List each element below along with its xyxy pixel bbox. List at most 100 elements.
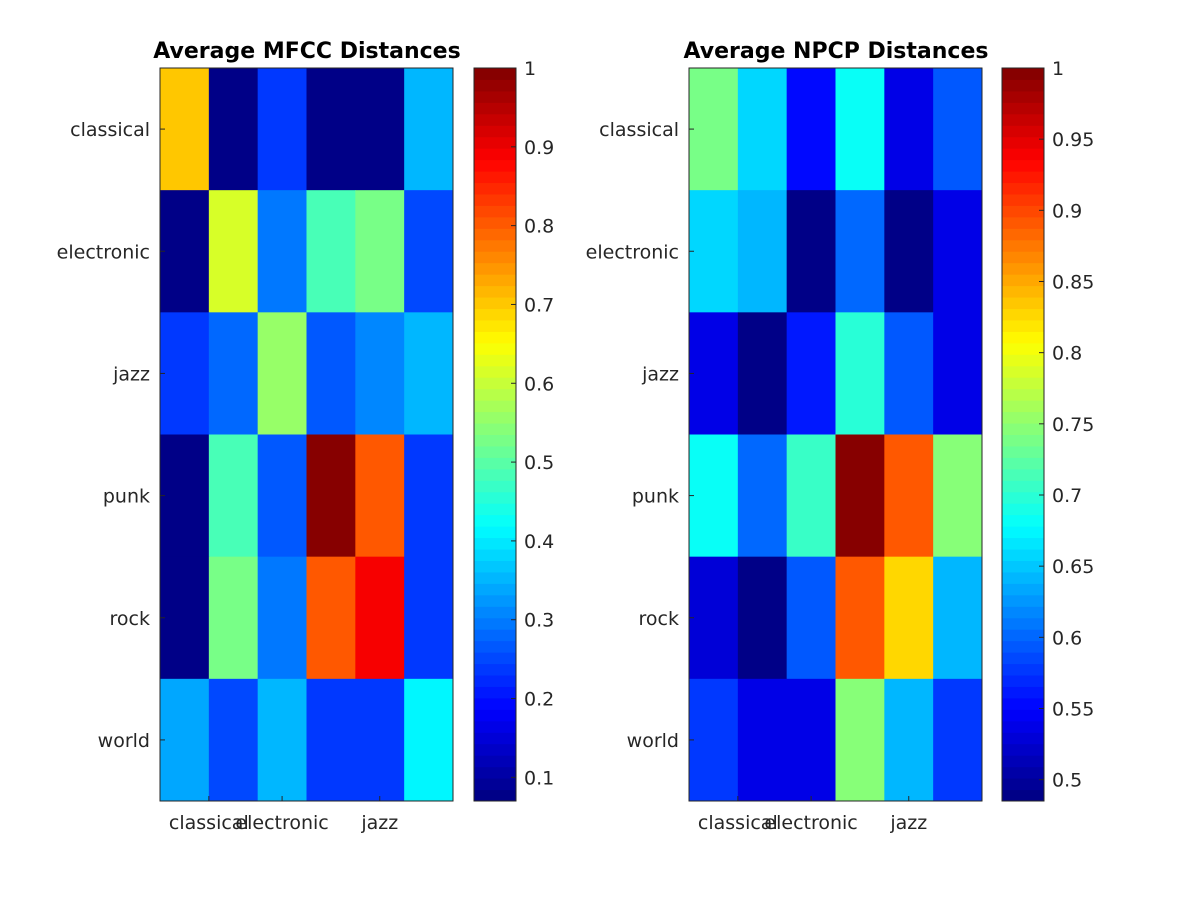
colorbar-segment xyxy=(1002,514,1044,527)
heatmap-cell xyxy=(404,312,454,435)
colorbar-segment xyxy=(474,778,516,791)
colorbar-segment xyxy=(1002,319,1044,332)
heatmap-cell xyxy=(306,190,356,313)
colorbar-segment xyxy=(1002,193,1044,206)
colorbar-frame xyxy=(1001,67,1045,802)
y-tick-label: world xyxy=(627,730,679,752)
y-tick-label: jazz xyxy=(112,363,150,385)
heatmap-cell xyxy=(404,678,454,802)
colorbar-segment xyxy=(474,297,516,310)
heatmap-cell xyxy=(689,190,739,313)
heatmap-cell xyxy=(257,312,307,435)
colorbar-segment xyxy=(474,171,516,184)
colorbar-tick-label: 0.9 xyxy=(524,137,554,159)
x-tick-label: classical xyxy=(169,812,249,834)
heatmap-cell xyxy=(355,434,405,558)
colorbar-segment xyxy=(1002,468,1044,481)
colorbar-segment xyxy=(474,617,516,630)
y-tick-label: electronic xyxy=(57,241,150,263)
colorbar-segment xyxy=(1002,629,1044,642)
colorbar-segment xyxy=(1002,216,1044,229)
colorbar-segment xyxy=(474,766,516,779)
colorbar-segment xyxy=(1002,663,1044,676)
colorbar-segment xyxy=(1002,503,1044,516)
heatmap-cell xyxy=(737,556,788,680)
colorbar-segment xyxy=(1002,377,1044,390)
heatmap-cell xyxy=(160,678,210,802)
colorbar-segment xyxy=(474,732,516,745)
colorbar-segment xyxy=(1002,285,1044,298)
colorbar-segment xyxy=(474,377,516,390)
colorbar-segment xyxy=(1002,239,1044,252)
colorbar-tick-label: 0.85 xyxy=(1052,271,1094,293)
heatmap-cell xyxy=(208,678,259,802)
heatmap-cell xyxy=(404,190,454,313)
colorbar-segment xyxy=(1002,675,1044,687)
mfcc-heatmap-panel: Average MFCC Distances classical electron… xyxy=(57,39,555,834)
colorbar-segment xyxy=(474,102,516,115)
heatmap-cell xyxy=(786,434,836,558)
colorbar-segment xyxy=(474,445,516,458)
colorbar-tick-label: 0.7 xyxy=(1052,485,1082,507)
heatmap-cell xyxy=(737,68,788,191)
colorbar-segment xyxy=(1002,297,1044,310)
npcp-chart-title: Average NPCP Distances xyxy=(684,39,989,64)
colorbar-segment xyxy=(1002,308,1044,321)
colorbar-segment xyxy=(474,216,516,229)
heatmap-cell xyxy=(306,312,356,435)
heatmap-cell xyxy=(786,312,836,435)
colorbar-segment xyxy=(474,342,516,355)
mfcc-chart-title: Average MFCC Distances xyxy=(153,39,460,64)
colorbar-tick-label: 0.5 xyxy=(1052,770,1082,792)
colorbar-segment xyxy=(474,411,516,424)
heatmap-cell xyxy=(835,678,885,802)
colorbar-segment xyxy=(1002,125,1044,138)
colorbar-segment xyxy=(474,159,516,172)
colorbar-segment xyxy=(474,743,516,756)
colorbar-segment xyxy=(1002,732,1044,745)
colorbar-segment xyxy=(474,90,516,103)
y-tick-label: jazz xyxy=(641,363,679,385)
heatmap-cell xyxy=(884,556,934,680)
colorbar-segment xyxy=(474,308,516,321)
heatmap-cell xyxy=(355,68,405,191)
y-tick-label: electronic xyxy=(586,241,679,263)
colorbar-segment xyxy=(1002,617,1044,630)
colorbar-segment xyxy=(1002,90,1044,103)
colorbar-segment xyxy=(1002,274,1044,287)
heatmap-cell xyxy=(257,190,307,313)
colorbar-tick-label: 0.3 xyxy=(524,610,554,632)
colorbar-segment xyxy=(1002,583,1044,596)
heatmap-cell xyxy=(884,312,934,435)
colorbar-segment xyxy=(474,434,516,447)
heatmap-cell xyxy=(786,556,836,680)
heatmap-cell xyxy=(737,434,788,558)
heatmap-cell xyxy=(355,190,405,313)
heatmap-cell xyxy=(933,434,983,558)
colorbar-segment xyxy=(1002,365,1044,378)
heatmap-cell xyxy=(160,556,210,680)
colorbar-segment xyxy=(1002,182,1044,195)
colorbar-segment xyxy=(474,193,516,206)
heatmap-cell xyxy=(404,556,454,680)
heatmap-cell xyxy=(689,556,739,680)
colorbar-segment xyxy=(474,182,516,195)
heatmap-cell xyxy=(884,434,934,558)
heatmap-cell xyxy=(689,312,739,435)
colorbar-segment xyxy=(474,68,516,80)
heatmap-cell xyxy=(208,312,259,435)
axes-frame xyxy=(688,67,983,802)
colorbar-segment xyxy=(474,331,516,344)
heatmap-cell xyxy=(835,556,885,680)
colorbar-segment xyxy=(1002,113,1044,126)
x-tick-label: jazz xyxy=(889,812,927,834)
colorbar-segment xyxy=(474,629,516,642)
colorbar-segment xyxy=(474,640,516,653)
heatmap-cell xyxy=(933,68,983,191)
colorbar-tick-label: 0.2 xyxy=(524,689,554,711)
heatmap-cell xyxy=(786,678,836,802)
colorbar-segment xyxy=(474,549,516,561)
colorbar-segment xyxy=(1002,594,1044,607)
colorbar-segment xyxy=(1002,331,1044,344)
colorbar-segment xyxy=(1002,480,1044,493)
